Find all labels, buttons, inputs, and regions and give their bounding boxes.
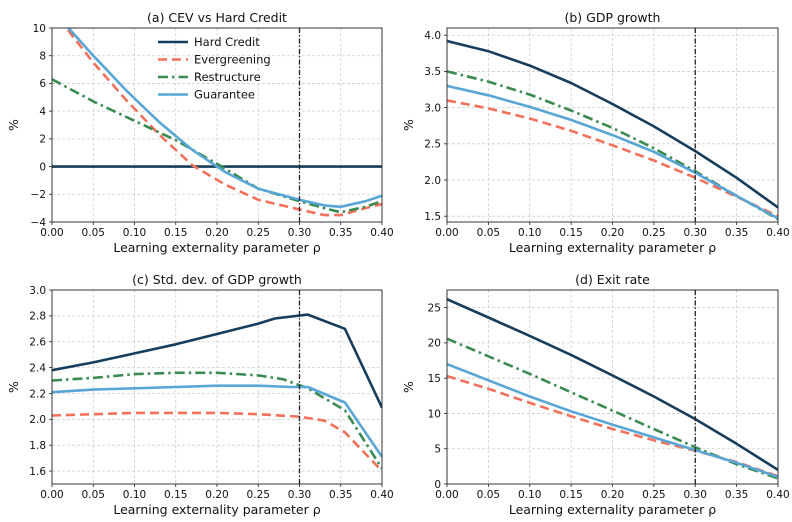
panel-title: (d) Exit rate [575, 272, 650, 287]
x-tick-label: 0.35 [329, 489, 352, 501]
x-tick-label: 0.15 [164, 227, 187, 239]
y-tick-label: −2 [31, 189, 46, 201]
y-tick-label: 3.0 [29, 285, 46, 297]
y-tick-label: 15 [428, 373, 441, 385]
legend: Hard Credit Evergreening Restructure Guaran… [158, 35, 271, 102]
y-tick-label: 4.0 [424, 30, 441, 42]
x-tick-label: 0.25 [247, 227, 270, 239]
y-tick-label: 2.6 [29, 337, 46, 349]
x-tick-label: 0.40 [370, 227, 393, 239]
x-tick-label: 0.15 [559, 227, 582, 239]
x-tick-label: 0.25 [642, 227, 665, 239]
y-tick-label: 5 [434, 444, 441, 456]
x-tick-label: 0.35 [725, 489, 748, 501]
x-tick-label: 0.20 [601, 489, 624, 501]
y-tick-label: 3.5 [424, 66, 441, 78]
series-evergreening [447, 99, 778, 218]
x-tick-label: 0.00 [40, 489, 63, 501]
series-guarantee [447, 362, 778, 479]
series-guarantee [447, 84, 778, 220]
x-tick-label: 0.15 [164, 489, 187, 501]
y-tick-label: 8 [39, 51, 46, 63]
x-axis-label: Learning externality parameter ρ [509, 502, 716, 517]
legend-label-evergreening: Evergreening [194, 53, 271, 67]
y-tick-label: −4 [31, 217, 47, 229]
y-tick-label: 2.0 [424, 175, 441, 187]
x-tick-label: 0.00 [40, 227, 63, 239]
x-tick-label: 0.40 [766, 489, 789, 501]
x-tick-label: 0.20 [205, 489, 228, 501]
y-tick-label: 25 [428, 302, 441, 314]
x-tick-label: 0.30 [684, 489, 707, 501]
x-tick-label: 0.40 [766, 227, 789, 239]
y-tick-label: 10 [428, 408, 441, 420]
x-tick-label: 0.20 [205, 227, 228, 239]
x-tick-label: 0.35 [329, 227, 352, 239]
series-evergreening [64, 28, 382, 217]
y-axis-label: % [401, 119, 416, 131]
series-guarantee [52, 384, 382, 458]
y-tick-label: 2.0 [29, 414, 46, 426]
panel-a: 0.00 0.05 0.10 0.15 0.20 0.25 0.30 0.35 0.40 −4 −2… [6, 10, 394, 255]
x-tick-label: 0.05 [477, 489, 500, 501]
legend-label-hard-credit: Hard Credit [194, 35, 260, 49]
x-axis-label: Learning externality parameter ρ [113, 502, 320, 517]
x-tick-label: 0.10 [123, 489, 146, 501]
panel-d: 0.00 0.05 0.10 0.15 0.20 0.25 0.30 0.35 0.40 0 5 10… [401, 272, 790, 517]
x-tick-label: 0.05 [82, 489, 105, 501]
y-tick-label: 4 [39, 106, 46, 118]
x-axis-label: Learning externality parameter ρ [113, 240, 320, 255]
series-restructure [52, 371, 382, 470]
x-tick-label: 0.05 [82, 227, 105, 239]
panel-title: (b) GDP growth [565, 10, 661, 25]
y-tick-label: 2.5 [424, 139, 441, 151]
x-tick-label: 0.25 [642, 489, 665, 501]
y-tick-label: 0 [434, 479, 441, 491]
y-tick-label: 0 [39, 161, 46, 173]
x-tick-label: 0.40 [370, 489, 393, 501]
panel-title: (a) CEV vs Hard Credit [147, 10, 287, 25]
y-tick-label: 2.2 [29, 388, 46, 400]
legend-label-restructure: Restructure [194, 70, 261, 84]
x-tick-label: 0.05 [477, 227, 500, 239]
y-axis-label: % [6, 381, 21, 393]
y-tick-label: 1.5 [424, 211, 441, 223]
y-tick-label: 2 [39, 134, 46, 146]
y-tick-label: 2.4 [29, 362, 46, 374]
y-tick-label: 20 [428, 338, 441, 350]
series-restructure [447, 337, 778, 480]
x-tick-label: 0.30 [684, 227, 707, 239]
x-tick-label: 0.20 [601, 227, 624, 239]
y-axis-label: % [401, 381, 416, 393]
x-tick-label: 0.00 [435, 227, 458, 239]
y-tick-label: 3.0 [424, 102, 441, 114]
y-tick-label: 6 [39, 78, 46, 90]
panel-title: (c) Std. dev. of GDP growth [132, 272, 302, 287]
panel-c: 0.00 0.05 0.10 0.15 0.20 0.25 0.30 0.35 0.40 1.6 1… [6, 272, 394, 517]
x-tick-label: 0.10 [123, 227, 146, 239]
series-hard-credit [447, 298, 778, 471]
y-tick-label: 2.8 [29, 311, 46, 323]
x-axis-label: Learning externality parameter ρ [509, 240, 716, 255]
series-guarantee [66, 28, 382, 209]
legend-label-guarantee: Guarantee [194, 88, 255, 102]
series-hard-credit [447, 39, 778, 209]
y-tick-label: 10 [33, 23, 46, 35]
x-tick-label: 0.30 [288, 489, 311, 501]
x-tick-label: 0.30 [288, 227, 311, 239]
y-tick-label: 1.6 [29, 466, 46, 478]
y-tick-label: 1.8 [29, 440, 46, 452]
x-tick-label: 0.25 [247, 489, 270, 501]
series-restructure [447, 70, 778, 221]
x-tick-label: 0.00 [435, 489, 458, 501]
x-tick-label: 0.15 [559, 489, 582, 501]
x-tick-label: 0.35 [725, 227, 748, 239]
series-evergreening [52, 411, 382, 472]
panel-b: 0.00 0.05 0.10 0.15 0.20 0.25 0.30 0.35 0.40 1.5 2… [401, 10, 790, 255]
x-tick-label: 0.10 [518, 227, 541, 239]
y-axis-label: % [6, 119, 21, 131]
series-hard-credit [52, 313, 382, 409]
x-tick-label: 0.10 [518, 489, 541, 501]
